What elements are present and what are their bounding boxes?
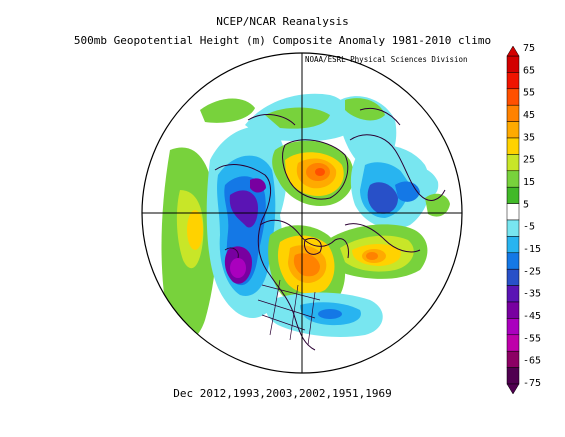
positive-anomaly-pacific — [161, 147, 217, 341]
colorbar-swatch — [506, 367, 520, 385]
colorbar-label: -65 — [523, 356, 541, 367]
colorbar-label: 65 — [523, 65, 535, 76]
colorbar-swatch — [506, 137, 520, 155]
colorbar-swatch — [506, 121, 520, 139]
colorbar-label: 35 — [523, 132, 535, 143]
colorbar-label: 5 — [523, 199, 529, 210]
colorbar-label: -75 — [523, 378, 541, 389]
colorbar: 75 65 55 45 35 25 15 5 -5 -15 -25 -35 -45 -55 -65 -75 — [506, 43, 541, 395]
colorbar-top-arrow — [506, 45, 520, 57]
map-frame — [141, 52, 463, 374]
anomaly-field — [161, 93, 450, 341]
colorbar-swatch — [506, 170, 520, 188]
colorbar-swatch — [506, 318, 520, 336]
coastlines — [214, 107, 446, 351]
colorbar-swatch — [506, 154, 520, 172]
colorbar-label: -45 — [523, 311, 541, 322]
colorbar-swatch — [506, 236, 520, 254]
colorbar-bottom-arrow — [506, 383, 520, 395]
negative-anomaly-southeast-us — [265, 292, 383, 337]
colorbar-swatch — [506, 268, 520, 286]
positive-anomaly-europe — [319, 224, 428, 279]
colorbar-swatch — [506, 55, 520, 73]
colorbar-swatch — [506, 350, 520, 368]
colorbar-label: -25 — [523, 266, 541, 277]
colorbar-label: 45 — [523, 110, 535, 121]
colorbar-swatch — [506, 104, 520, 122]
colorbar-swatch — [506, 334, 520, 352]
credit-text: NOAA/ESRL Physical Sciences Division — [305, 55, 468, 64]
colorbar-label: 25 — [523, 155, 535, 166]
title-line-1: NCEP/NCAR Reanalysis — [216, 15, 349, 28]
colorbar-swatch — [506, 88, 520, 106]
colorbar-label: -15 — [523, 244, 541, 255]
colorbar-label: -55 — [523, 333, 541, 344]
colorbar-swatch — [506, 219, 520, 237]
colorbar-label: 15 — [523, 177, 535, 188]
colorbar-label: 75 — [523, 43, 535, 54]
colorbar-label: 55 — [523, 88, 535, 99]
colorbar-swatch — [506, 252, 520, 270]
positive-anomaly-greenland — [272, 140, 354, 206]
colorbar-swatch — [506, 301, 520, 319]
colorbar-swatch — [506, 72, 520, 90]
colorbar-swatch — [506, 203, 520, 221]
colorbar-label: -35 — [523, 289, 541, 300]
state-borders — [257, 279, 321, 346]
colorbar-label: -5 — [523, 222, 535, 233]
title-line-2: 500mb Geopotential Height (m) Composite … — [73, 34, 492, 47]
composite-years: Dec 2012,1993,2003,2002,1951,1969 — [173, 387, 392, 400]
colorbar-swatch — [506, 285, 520, 303]
colorbar-swatch — [506, 186, 520, 204]
